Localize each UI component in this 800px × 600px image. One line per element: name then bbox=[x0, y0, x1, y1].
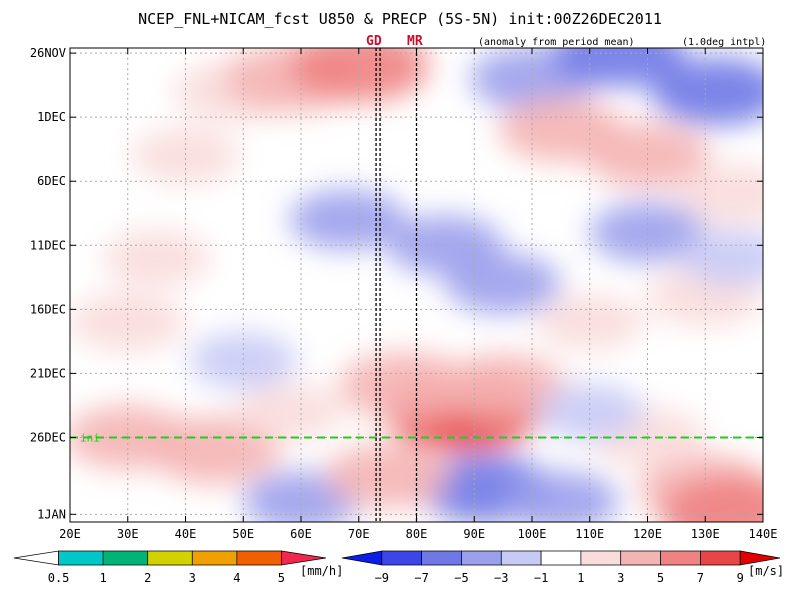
x-tick-label-5: 70E bbox=[348, 527, 370, 541]
u850-colorbar-swatch-8 bbox=[660, 550, 701, 566]
anomaly-cell-10 bbox=[289, 189, 406, 250]
init-line-label: ini bbox=[80, 431, 100, 444]
chart-title: NCEP_FNL+NICAM_fcst U850 & PRECP (5S-5N)… bbox=[138, 10, 662, 28]
u850-colorbar-label-9: 9 bbox=[737, 571, 744, 585]
anomaly-cell-31 bbox=[325, 443, 450, 508]
y-tick-label-6: 26DEC bbox=[30, 430, 66, 444]
anomaly-cell-13 bbox=[102, 230, 211, 287]
u850-colorbar-label-1: −7 bbox=[414, 571, 428, 585]
y-tick-label-5: 21DEC bbox=[30, 366, 66, 380]
y-tick-label-1: 1DEC bbox=[37, 110, 66, 124]
anomaly-cell-4 bbox=[552, 48, 685, 88]
u850-colorbar-label-4: −1 bbox=[534, 571, 548, 585]
u850-colorbar-label-0: −9 bbox=[375, 571, 389, 585]
precip-colorbar-label-4: 4 bbox=[233, 571, 240, 585]
precip-colorbar-label-1: 1 bbox=[100, 571, 107, 585]
anomaly-cell-9 bbox=[131, 127, 240, 184]
u850-colorbar-label-6: 3 bbox=[617, 571, 624, 585]
y-tick-label-4: 16DEC bbox=[30, 302, 66, 316]
marker-label-mr: MR bbox=[407, 34, 423, 49]
u850-colorbar-label-8: 7 bbox=[697, 571, 704, 585]
u850-colorbar-label-2: −5 bbox=[454, 571, 468, 585]
x-tick-label-8: 100E bbox=[518, 527, 547, 541]
x-tick-label-12: 140E bbox=[749, 527, 778, 541]
u850-colorbar-swatch-10 bbox=[739, 550, 781, 566]
u850-colorbar-unit: [m/s] bbox=[748, 564, 784, 578]
anomaly-cell-18 bbox=[535, 294, 644, 351]
anomaly-cell-8 bbox=[676, 164, 763, 225]
precip-colorbar-swatch-6 bbox=[281, 550, 327, 566]
anomaly-cell-32 bbox=[189, 332, 298, 389]
precip-colorbar-swatch-5 bbox=[236, 550, 282, 566]
anomaly-cell-15 bbox=[589, 202, 706, 263]
u850-colorbar-swatch-7 bbox=[620, 550, 661, 566]
y-tick-label-0: 26NOV bbox=[30, 46, 66, 60]
precip-colorbar-swatch-0 bbox=[13, 550, 59, 566]
x-tick-label-11: 130E bbox=[691, 527, 720, 541]
precip-colorbar-swatch-4 bbox=[191, 550, 238, 566]
anomaly-note: (anomaly from period mean) bbox=[478, 37, 635, 48]
anomaly-cell-33 bbox=[535, 383, 644, 440]
u850-colorbar-swatch-3 bbox=[461, 550, 502, 566]
x-tick-label-4: 60E bbox=[290, 527, 312, 541]
x-tick-label-7: 90E bbox=[463, 527, 485, 541]
precip-colorbar-label-5: 5 bbox=[278, 571, 285, 585]
precip-colorbar-label-0: 0.5 bbox=[48, 571, 70, 585]
anomaly-cell-20 bbox=[338, 352, 471, 421]
anomaly-cell-5 bbox=[650, 57, 763, 126]
precip-colorbar-swatch-2 bbox=[102, 550, 149, 566]
y-tick-label-7: 1JAN bbox=[37, 507, 66, 521]
interpolation-note: (1.0deg intpl) bbox=[682, 37, 767, 48]
anomaly-cell-24 bbox=[235, 383, 344, 440]
u850-colorbar-label-7: 5 bbox=[657, 571, 664, 585]
anomaly-cell-28 bbox=[660, 476, 763, 522]
precip-colorbar-unit: [mm/h] bbox=[300, 564, 343, 578]
u850-colorbar-swatch-2 bbox=[421, 550, 462, 566]
x-tick-label-2: 40E bbox=[175, 527, 197, 541]
y-tick-label-3: 11DEC bbox=[30, 238, 66, 252]
anomaly-cell-26 bbox=[502, 471, 619, 522]
x-tick-label-9: 110E bbox=[575, 527, 604, 541]
x-tick-label-3: 50E bbox=[232, 527, 254, 541]
anomaly-cell-12 bbox=[445, 253, 562, 314]
marker-label-gd: GD bbox=[366, 34, 382, 49]
x-tick-label-0: 20E bbox=[59, 527, 81, 541]
anomaly-cell-14 bbox=[70, 292, 186, 353]
u850-colorbar-label-5: 1 bbox=[577, 571, 584, 585]
u850-colorbar-swatch-4 bbox=[500, 550, 542, 566]
u850-colorbar-swatch-6 bbox=[580, 550, 622, 566]
precip-colorbar-label-3: 3 bbox=[189, 571, 196, 585]
u850-colorbar-swatch-9 bbox=[700, 550, 741, 566]
u850-colorbar-swatch-1 bbox=[381, 550, 422, 566]
precip-colorbar-label-2: 2 bbox=[144, 571, 151, 585]
u850-colorbar-swatch-5 bbox=[540, 550, 582, 566]
x-tick-label-10: 120E bbox=[633, 527, 662, 541]
u850-colorbar-label-3: −3 bbox=[494, 571, 508, 585]
precip-colorbar-swatch-1 bbox=[58, 550, 104, 566]
x-tick-label-1: 30E bbox=[117, 527, 139, 541]
anomaly-cell-17 bbox=[680, 230, 763, 287]
precip-colorbar-swatch-3 bbox=[147, 550, 193, 566]
u850-colorbar-swatch-0 bbox=[341, 550, 383, 566]
anomaly-cell-21 bbox=[441, 354, 566, 419]
y-tick-label-2: 6DEC bbox=[37, 174, 66, 188]
anomaly-cell-7 bbox=[585, 123, 710, 188]
x-tick-label-6: 80E bbox=[406, 527, 428, 541]
